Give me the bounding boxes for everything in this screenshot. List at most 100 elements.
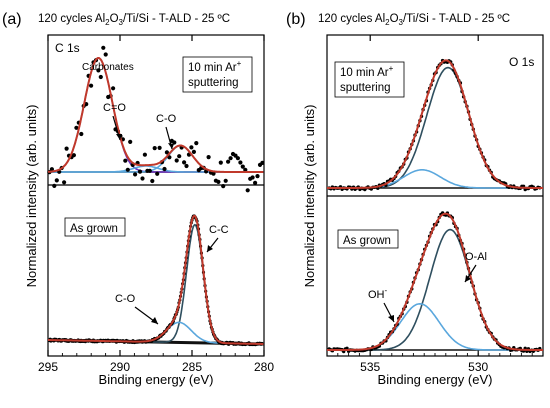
panel-b-title: 120 cycles Al2O3/Ti/Si - T-ALD - 25 ºC — [318, 13, 510, 27]
panel-b-ylabel: Normalized intensity (arb. units) — [302, 105, 317, 288]
data-point — [123, 158, 128, 163]
data-point — [206, 155, 211, 160]
component-oh — [327, 302, 543, 351]
data-point — [184, 163, 189, 169]
data-point — [79, 131, 84, 137]
data-point — [218, 160, 223, 165]
arrowhead-oh — [388, 315, 394, 322]
arrowhead-c-o-bottom — [151, 317, 158, 324]
data-point — [137, 169, 143, 174]
data-point — [189, 145, 194, 150]
fit-envelope — [48, 57, 264, 173]
x-tick-label: 535 — [360, 360, 380, 374]
data-point — [226, 159, 231, 164]
data-point — [150, 178, 155, 184]
x-tick-label: 290 — [110, 360, 130, 374]
data-point — [177, 154, 182, 159]
panel-a-sputter-line2: sputtering — [188, 77, 239, 89]
data-point — [223, 178, 228, 183]
arrowhead-c-o-top — [168, 143, 174, 149]
data-point — [125, 167, 130, 172]
data-point — [49, 167, 55, 172]
data-point — [133, 172, 138, 177]
data-point — [101, 45, 106, 50]
data-point — [211, 171, 216, 176]
x-tick-label: 280 — [254, 360, 274, 374]
fit-envelope — [327, 59, 543, 189]
panel-b-asgrown-label: As grown — [343, 235, 391, 247]
panel-a-sputter-box: 10 min Ar+ sputtering — [182, 56, 253, 93]
data-point — [71, 153, 76, 158]
annotation-o-al: O-Al — [465, 251, 487, 263]
panel-a-sputter-line1: 10 min Ar+ — [188, 59, 242, 74]
data-point — [128, 139, 133, 144]
data-point — [54, 178, 59, 183]
o1s-asgrown — [327, 211, 543, 354]
annotation-c-o-double: C=O — [103, 102, 126, 114]
panel-label-b: (b) — [286, 11, 306, 28]
x-tick-label: 285 — [182, 360, 202, 374]
o1s-sputtered — [327, 58, 543, 192]
panel-a-xlabel: Binding energy (eV) — [99, 372, 214, 387]
fit-envelope — [327, 212, 543, 351]
panel-b-plot-area — [327, 58, 543, 354]
data-point — [182, 160, 187, 165]
data-point — [194, 141, 199, 146]
data-point — [111, 86, 116, 91]
data-point — [238, 160, 243, 165]
data-point — [142, 152, 147, 157]
data-point — [152, 146, 157, 151]
annotation-c-o-top: C-O — [156, 113, 177, 125]
panel-b-xlabel: Binding energy (eV) — [378, 372, 493, 387]
annotation-c-c: C-C — [209, 224, 229, 236]
data-point — [243, 167, 248, 172]
c1s-sputtered — [47, 45, 265, 193]
arrowhead-c-c — [207, 245, 213, 252]
panel-label-a: (a) — [2, 11, 22, 28]
o1s-label: O 1s — [509, 55, 534, 69]
panel-a-ylabel: Normalized intensity (arb. units) — [24, 105, 39, 288]
panel-a-asgrown-label: As grown — [70, 223, 118, 235]
data-point — [89, 83, 94, 88]
data-point — [155, 171, 160, 176]
data-point — [162, 166, 167, 172]
data-point — [191, 149, 196, 154]
panel-a-title: 120 cycles Al2O3/Ti/Si - T-ALD - 25 ºC — [38, 13, 230, 27]
panel-b-sputter-box: 10 min Ar+ sputtering — [334, 61, 405, 98]
panel-b-x-ticks: 535 530 — [326, 35, 544, 374]
data-point — [140, 176, 145, 181]
data-point — [216, 179, 221, 184]
data-point — [62, 180, 67, 185]
panel-a-plot-area — [47, 45, 265, 347]
panel-a-x-ticks: 295 290 285 280 — [38, 35, 274, 374]
panel-a-asgrown-box: As grown — [64, 217, 126, 237]
data-point — [96, 68, 101, 73]
data-point — [240, 164, 245, 169]
data-point — [228, 156, 233, 161]
x-tick-label: 295 — [38, 360, 58, 374]
data-point — [74, 125, 79, 130]
data-point — [255, 174, 260, 179]
c1s-label: C 1s — [55, 41, 80, 55]
data-point — [157, 145, 162, 150]
data-point — [250, 175, 255, 180]
panel-b-sputter-line1: 10 min Ar+ — [340, 64, 394, 79]
data-point — [260, 160, 265, 165]
data-point — [103, 52, 108, 57]
arrowhead-c-o-double — [116, 134, 122, 140]
data-point — [174, 158, 179, 163]
panel-a-frame — [47, 34, 265, 357]
data-point — [147, 168, 152, 173]
component-c-c — [48, 223, 264, 345]
data-point — [64, 146, 69, 151]
x-tick-label: 530 — [468, 360, 488, 374]
data-point — [221, 184, 226, 189]
data-point — [235, 156, 240, 161]
annotation-carbonates: Carbonates — [82, 62, 134, 73]
panel-b-sputter-line2: sputtering — [340, 82, 391, 94]
data-point — [253, 180, 258, 185]
data-point — [52, 183, 57, 188]
panel-b-asgrown-box: As grown — [337, 229, 399, 249]
data-point — [245, 188, 250, 193]
